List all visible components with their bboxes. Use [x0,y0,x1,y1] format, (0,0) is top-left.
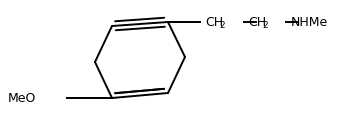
Text: CH: CH [248,16,266,28]
Text: MeO: MeO [8,92,36,104]
Text: CH: CH [205,16,223,28]
Text: NHMe: NHMe [291,16,328,28]
Text: 2: 2 [219,20,225,30]
Text: 2: 2 [262,20,267,30]
